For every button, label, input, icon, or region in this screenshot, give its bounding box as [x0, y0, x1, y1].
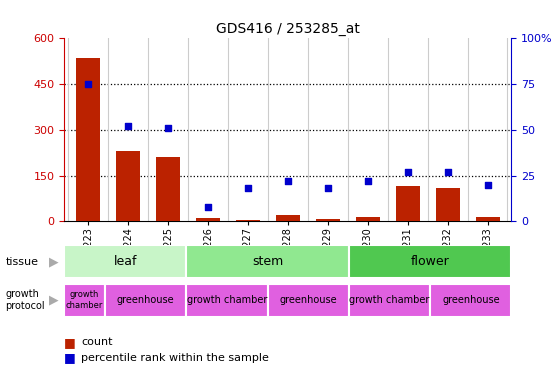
- Bar: [430, 284, 511, 317]
- Point: [164, 125, 173, 131]
- Bar: [435, 188, 459, 221]
- Text: percentile rank within the sample: percentile rank within the sample: [81, 353, 269, 363]
- Point: [403, 169, 412, 175]
- Bar: [396, 186, 420, 221]
- Bar: [156, 157, 180, 221]
- Point: [483, 182, 492, 188]
- Bar: [276, 215, 300, 221]
- Text: ■: ■: [64, 351, 76, 365]
- Text: growth
chamber: growth chamber: [66, 290, 103, 310]
- Point: [124, 123, 132, 129]
- Text: growth chamber: growth chamber: [187, 295, 267, 305]
- Text: stem: stem: [252, 255, 283, 268]
- Bar: [236, 220, 260, 221]
- Bar: [476, 217, 500, 221]
- Text: ▶: ▶: [49, 255, 59, 268]
- Title: GDS416 / 253285_at: GDS416 / 253285_at: [216, 22, 360, 36]
- Text: leaf: leaf: [113, 255, 137, 268]
- Point: [363, 178, 372, 184]
- Point: [84, 81, 93, 87]
- Bar: [349, 284, 430, 317]
- Point: [323, 186, 332, 191]
- Text: greenhouse: greenhouse: [117, 295, 174, 305]
- Text: greenhouse: greenhouse: [280, 295, 337, 305]
- Bar: [105, 284, 186, 317]
- Bar: [64, 284, 105, 317]
- Text: ■: ■: [64, 336, 76, 349]
- Point: [283, 178, 292, 184]
- Text: greenhouse: greenhouse: [442, 295, 500, 305]
- Bar: [64, 245, 186, 278]
- Point: [443, 169, 452, 175]
- Text: ▶: ▶: [49, 294, 59, 307]
- Text: flower: flower: [411, 255, 449, 268]
- Text: tissue: tissue: [6, 257, 39, 267]
- Bar: [349, 245, 511, 278]
- Text: growth
protocol: growth protocol: [6, 289, 45, 311]
- Point: [203, 204, 212, 210]
- Bar: [186, 284, 268, 317]
- Text: growth chamber: growth chamber: [349, 295, 430, 305]
- Point: [244, 186, 253, 191]
- Bar: [186, 245, 349, 278]
- Bar: [196, 219, 220, 221]
- Bar: [268, 284, 349, 317]
- Bar: [76, 58, 100, 221]
- Text: count: count: [81, 337, 112, 347]
- Bar: [356, 217, 380, 221]
- Bar: [116, 151, 140, 221]
- Bar: [316, 219, 340, 221]
